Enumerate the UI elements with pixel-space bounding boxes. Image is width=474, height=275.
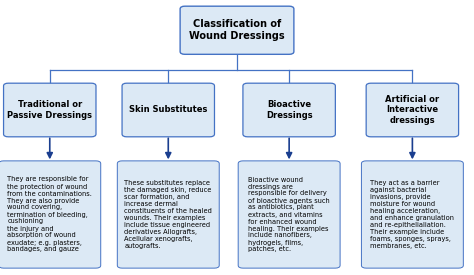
Text: Bioactive wound
dressings are
responsible for delivery
of bioactive agents such
: Bioactive wound dressings are responsibl… xyxy=(248,177,330,252)
Text: Skin Substitutes: Skin Substitutes xyxy=(129,106,208,114)
Text: These substitutes replace
the damaged skin, reduce
scar formation, and
increase : These substitutes replace the damaged sk… xyxy=(124,180,212,249)
FancyBboxPatch shape xyxy=(0,161,100,268)
Text: Artificial or
Interactive
dressings: Artificial or Interactive dressings xyxy=(385,95,439,125)
Text: Bioactive
Dressings: Bioactive Dressings xyxy=(266,100,312,120)
FancyBboxPatch shape xyxy=(243,83,335,137)
FancyBboxPatch shape xyxy=(122,83,214,137)
FancyBboxPatch shape xyxy=(180,6,294,54)
Text: Classification of
Wound Dressings: Classification of Wound Dressings xyxy=(189,20,285,41)
FancyBboxPatch shape xyxy=(361,161,463,268)
Text: Traditional or
Passive Dressings: Traditional or Passive Dressings xyxy=(7,100,92,120)
Text: They are responsible for
the protection of wound
from the contaminations.
They a: They are responsible for the protection … xyxy=(7,177,92,252)
FancyBboxPatch shape xyxy=(238,161,340,268)
FancyBboxPatch shape xyxy=(366,83,458,137)
FancyBboxPatch shape xyxy=(4,83,96,137)
Text: They act as a barrier
against bacterial
invasions, provide
moisture for wound
he: They act as a barrier against bacterial … xyxy=(370,180,455,249)
FancyBboxPatch shape xyxy=(117,161,219,268)
